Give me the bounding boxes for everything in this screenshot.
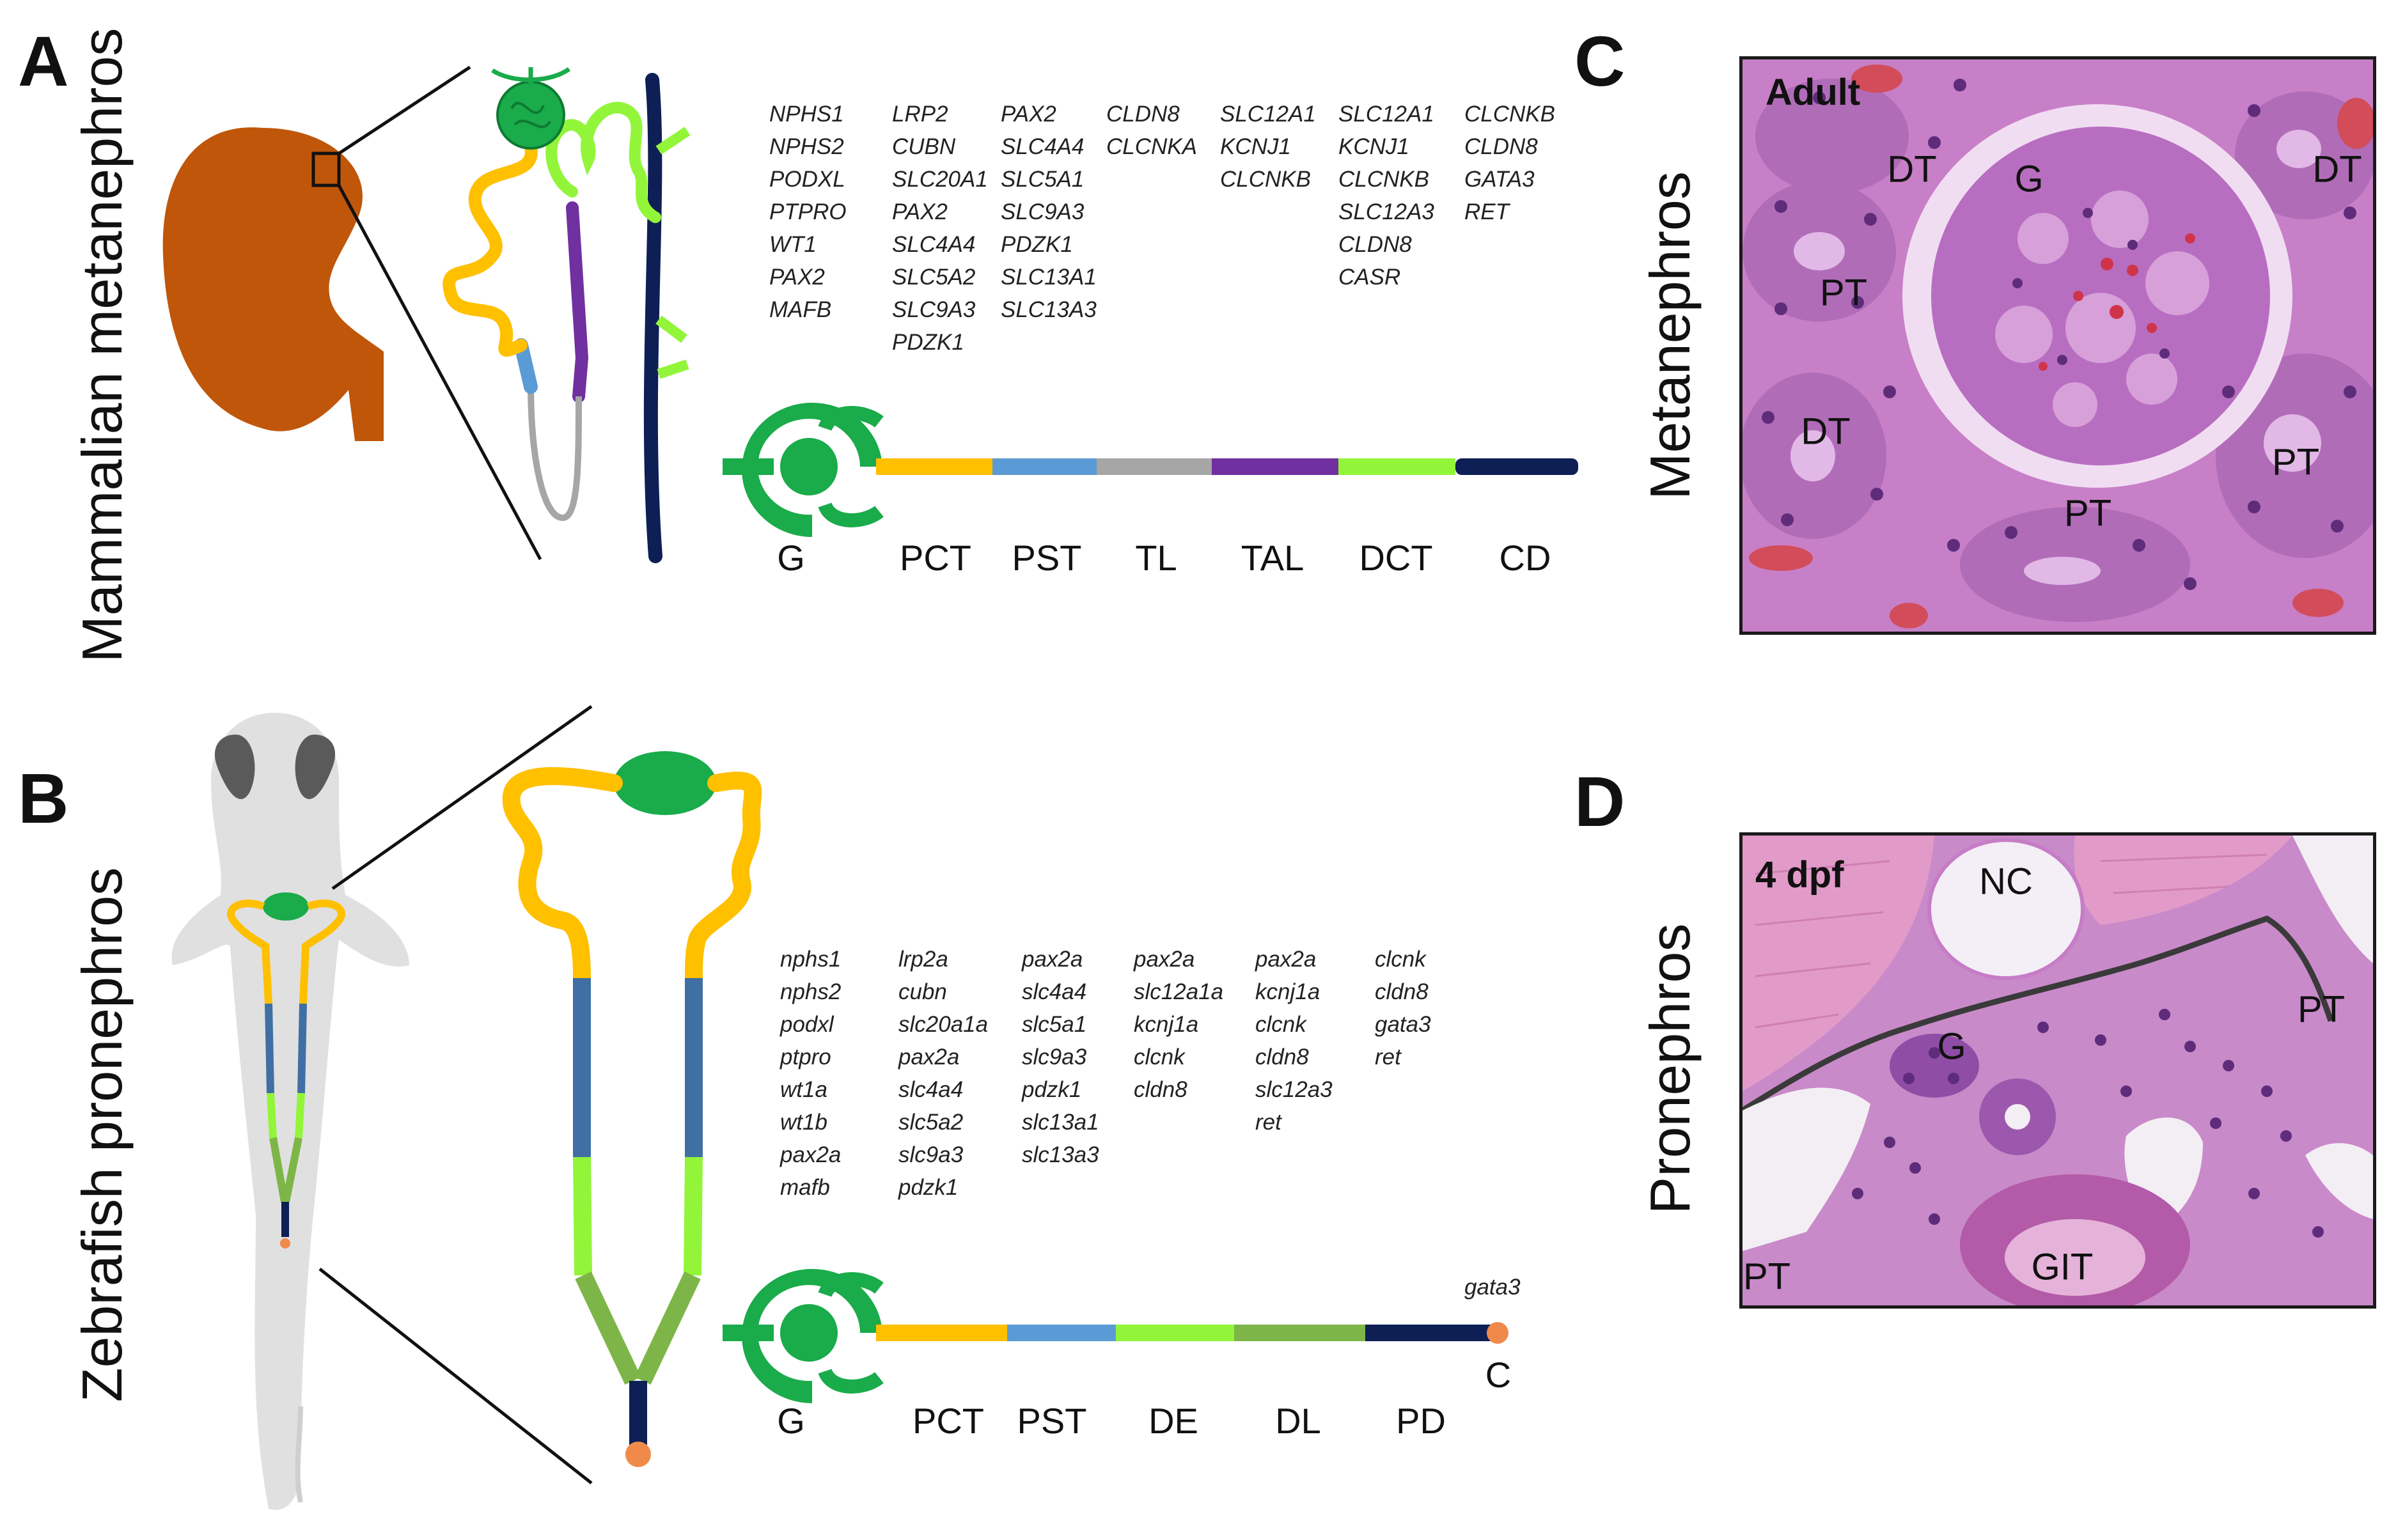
histology-image-pronephros: 4 dpf NC PT G PT GIT <box>1739 832 2376 1309</box>
segment-label-b-pst: PST <box>1017 1401 1087 1441</box>
panel-b-title: Zebrafish pronephros <box>70 867 134 1403</box>
kidney-zoom-box <box>311 152 341 187</box>
gene-column-a-g: NPHS1 NPHS2 PODXL PTPRO WT1 PAX2 MAFB <box>769 102 847 322</box>
histology-image-metanephros: Adult DT G DT PT DT PT PT <box>1739 56 2376 635</box>
zebrafish-illustration <box>171 704 762 1510</box>
segment-label-a-tl: TL <box>1135 538 1177 578</box>
zoom-line-top <box>338 65 471 155</box>
gene-column-b-g: nphs1 nphs2 podxl ptpro wt1a wt1b pax2a mafb <box>780 947 842 1200</box>
gene-column-a-tl: CLDN8 CLCNKA <box>1106 102 1197 159</box>
zebrafish-body <box>171 713 409 1510</box>
label-nc: NC <box>1979 860 2033 903</box>
segment-label-b-pct: PCT <box>913 1401 984 1441</box>
gene-extra-gata3: gata3 <box>1464 1275 1521 1300</box>
panel-letter-d: D <box>1574 763 1625 841</box>
cloaca <box>625 1442 651 1467</box>
collecting-duct <box>643 73 662 563</box>
panel-letter-a: A <box>18 22 69 101</box>
panel-a-title: Mammalian metanephros <box>70 27 134 663</box>
panel-c-title: Metanephros <box>1638 171 1702 500</box>
notochord <box>1927 838 2085 980</box>
gene-column-a-cd: CLCNKB CLDN8 GATA3 RET <box>1464 102 1555 224</box>
fish-right-eye <box>295 735 336 800</box>
zoom-line-b-top <box>331 704 593 891</box>
fish-left-eye <box>214 735 255 800</box>
segment-label-b-de: DE <box>1148 1401 1198 1441</box>
gene-column-a-dct: SLC12A1 KCNJ1 CLCNKB SLC12A3 CLDN8 CASR <box>1338 102 1434 290</box>
panel-letter-c: C <box>1574 22 1625 101</box>
label-pt-d-1: PT <box>2297 988 2346 1031</box>
label-pt-d-2: PT <box>1743 1256 1791 1298</box>
segment-label-a-dct: DCT <box>1359 538 1433 578</box>
large-glomerulus <box>614 751 716 815</box>
label-dt-3: DT <box>1801 410 1851 453</box>
cloaca-dot <box>1487 1322 1508 1344</box>
metanephros-illustration <box>162 65 691 563</box>
segment-label-a-pct: PCT <box>900 538 971 578</box>
label-dt-2: DT <box>2312 148 2362 191</box>
glomerulus <box>496 81 565 150</box>
gene-column-a-pct: LRP2 CUBN SLC20A1 PAX2 SLC4A4 SLC5A2 SLC9A3 PDZ… <box>892 102 988 355</box>
gene-column-b-de: pax2a slc12a1a kcnj1a clcnk cldn8 <box>1134 947 1224 1102</box>
kidney-shape <box>162 127 384 441</box>
pars-recta <box>514 338 538 394</box>
label-pt-3: PT <box>2064 492 2112 534</box>
label-g: G <box>2014 158 2044 200</box>
label-dt-1: DT <box>1887 148 1937 191</box>
small-glomerulus <box>263 892 309 921</box>
segment-label-a-tal: TAL <box>1241 538 1304 578</box>
stage-label-4dpf: 4 dpf <box>1755 854 1844 896</box>
gene-column-a-pst: PAX2 SLC4A4 SLC5A1 SLC9A3 PDZK1 SLC13A1 SLC13A… <box>1001 102 1097 322</box>
nephron-segment-bar-a <box>723 403 1578 537</box>
segment-label-a-pst: PST <box>1012 538 1082 578</box>
segment-label-b-cloaca: C <box>1485 1355 1512 1395</box>
label-g-d: G <box>1937 1025 1966 1068</box>
thin-limb <box>528 383 582 522</box>
thick-ascending-limb <box>566 201 589 403</box>
segment-label-b-dl: DL <box>1275 1401 1321 1441</box>
segment-label-a-cd: CD <box>1499 538 1551 578</box>
segment-label-b-g: G <box>777 1401 805 1441</box>
zoom-line-bottom <box>337 184 542 561</box>
label-git: GIT <box>2031 1246 2094 1288</box>
segment-label-b-pd: PD <box>1396 1401 1446 1441</box>
gene-column-b-dl: pax2a kcnj1a clcnk cldn8 slc12a3 ret <box>1255 947 1333 1135</box>
label-pt-2: PT <box>2271 441 2320 483</box>
label-pt-1: PT <box>1819 272 1868 314</box>
gene-column-b-pst: pax2a slc4a4 slc5a1 slc9a3 pdzk1 slc13a1 slc13… <box>1022 947 1099 1167</box>
distal-tubule <box>545 102 661 223</box>
gene-column-b-pct: lrp2a cubn slc20a1a pax2a slc4a4 slc5a2 slc9a3… <box>898 947 989 1200</box>
segment-label-a-g: G <box>777 538 805 578</box>
stage-label-adult: Adult <box>1766 72 1861 113</box>
panel-d-title: Pronephros <box>1638 923 1702 1215</box>
gene-column-b-pd: clcnk cldn8 gata3 ret <box>1375 947 1431 1069</box>
panel-letter-b: B <box>18 759 69 838</box>
nephron-segment-bar-b <box>723 1269 1508 1403</box>
zoom-line-b-bottom <box>318 1268 593 1484</box>
proximal-convoluted-tubule <box>443 141 538 357</box>
gene-column-a-tal: SLC12A1 KCNJ1 CLCNKB <box>1220 102 1316 192</box>
